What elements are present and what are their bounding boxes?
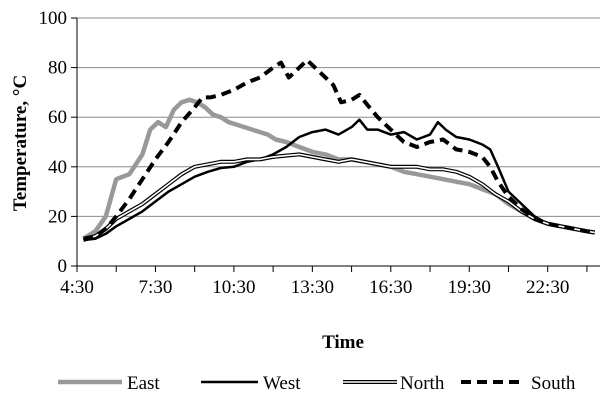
legend-label-north: North xyxy=(400,373,445,394)
tick-labels: 0 20 40 60 80 100 4:30 7:30 10:30 13:30 16:30 19:30… xyxy=(39,8,570,298)
gridlines xyxy=(77,17,600,217)
x-tick-label: 4:30 xyxy=(60,277,94,298)
series-lines xyxy=(82,58,596,242)
x-tick-label: 22:30 xyxy=(526,277,569,298)
y-tick-label: 100 xyxy=(39,8,68,29)
x-tick-label: 13:30 xyxy=(291,277,334,298)
series-line-south xyxy=(82,58,596,242)
y-tick-label: 20 xyxy=(48,206,67,227)
x-axis-title: Time xyxy=(322,332,364,353)
series-line-west xyxy=(83,118,595,242)
legend-label-west: West xyxy=(263,373,301,394)
x-tick-label: 10:30 xyxy=(212,277,255,298)
y-tick-label: 80 xyxy=(48,58,67,79)
series-line-north-inner xyxy=(83,153,595,240)
x-tick-label: 7:30 xyxy=(139,277,173,298)
axes xyxy=(71,17,600,272)
y-tick-label: 60 xyxy=(48,107,67,128)
legend-label-east: East xyxy=(127,373,160,394)
y-tick-label: 40 xyxy=(48,157,67,178)
y-axis-title: Temperature, °C xyxy=(10,75,31,211)
series-line-east xyxy=(82,97,596,241)
legend: East West North South xyxy=(58,373,576,394)
x-tick-label: 16:30 xyxy=(369,277,412,298)
y-tick-label: 0 xyxy=(58,256,68,277)
x-tick-label: 19:30 xyxy=(448,277,491,298)
legend-label-south: South xyxy=(531,373,576,394)
